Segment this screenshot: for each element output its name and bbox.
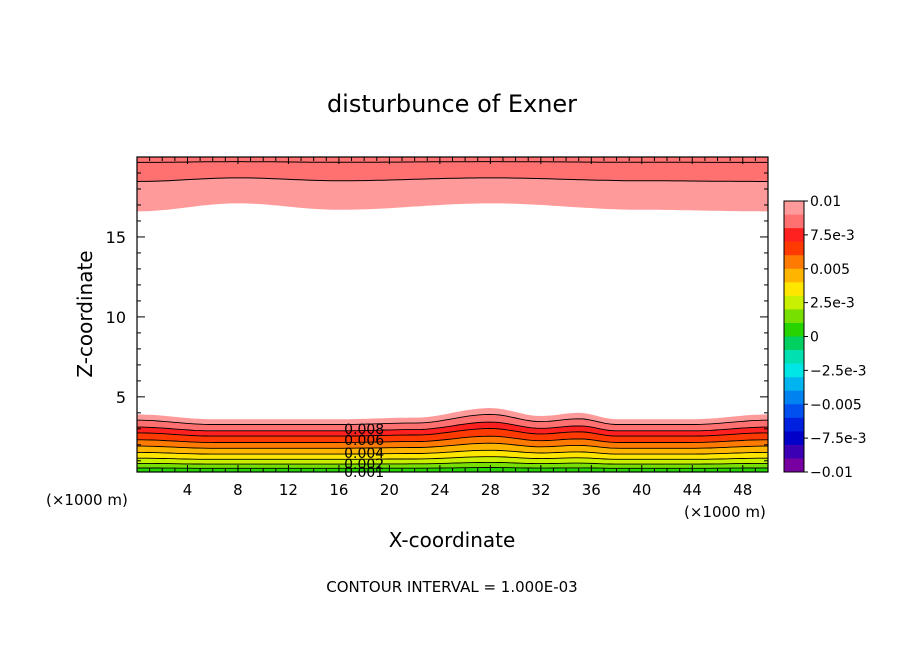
- colorbar-band: [784, 417, 804, 432]
- x-tick-label: 32: [531, 481, 550, 499]
- contour-band: [137, 436, 768, 449]
- contour-band: [137, 456, 768, 465]
- contour-band: [137, 422, 768, 437]
- contour-band: [137, 443, 768, 455]
- footer-contour-interval: CONTOUR INTERVAL = 1.000E-03: [326, 578, 577, 596]
- x-tick-label: 8: [233, 481, 243, 499]
- contour-line: [137, 421, 768, 432]
- colorbar-band: [784, 404, 804, 419]
- y-tick-label: 5: [116, 388, 126, 407]
- contour-line: [137, 449, 768, 455]
- contour-label: 0.002: [344, 457, 384, 473]
- colorbar-band: [784, 268, 804, 283]
- x-tick-label: 48: [733, 481, 752, 499]
- colorbar-tick-label: −0.01: [810, 465, 853, 481]
- contour-line: [137, 461, 768, 465]
- contour-line: [137, 456, 768, 460]
- contour-label: 0.008: [344, 422, 384, 438]
- colorbar-tick-label: 7.5e-3: [810, 228, 855, 244]
- colorbar-band: [784, 444, 804, 459]
- colorbar-band: [784, 363, 804, 378]
- colorbar-band: [784, 309, 804, 324]
- colorbar-band: [784, 255, 804, 270]
- x-tick-label: 12: [279, 481, 298, 499]
- y-tick-label: 10: [106, 308, 126, 327]
- colorbar-tick-label: −7.5e-3: [810, 431, 867, 447]
- x-tick-label: 36: [582, 481, 601, 499]
- colorbar-band: [784, 336, 804, 351]
- contour-label: 0.001: [344, 465, 384, 481]
- colorbar: 0.01 7.5e-3 0.005 2.5e-3 0 −2.5e-3 −0.005 −7.5e…: [783, 194, 867, 481]
- colorbar-tick-label: 2.5e-3: [810, 296, 855, 312]
- contour-band: [137, 157, 768, 182]
- x-tick-label: 28: [481, 481, 500, 499]
- colorbar-band: [784, 390, 804, 405]
- contour-label: 0.006: [344, 433, 384, 449]
- colorbar-band: [784, 201, 804, 215]
- plot-fill-layer: [137, 157, 768, 472]
- contour-band: [137, 177, 768, 212]
- contour-label: 0.004: [344, 446, 384, 462]
- x-tick-label: 16: [329, 481, 348, 499]
- contour-line: [137, 161, 768, 163]
- contour-band: [137, 408, 768, 425]
- colorbar-band: [784, 377, 804, 391]
- colorbar-band: [784, 350, 804, 364]
- chart-title: disturbunce of Exner: [327, 90, 577, 118]
- contour-band: [137, 414, 768, 431]
- colorbar-band: [784, 295, 804, 310]
- colorbar-band: [784, 228, 804, 242]
- y-axis-label: Z-coordinate: [73, 250, 97, 377]
- x-tick-label: 44: [683, 481, 702, 499]
- x-axis: 4 8 12 16 20 24 28 32 36 40 44 48: [149, 157, 756, 499]
- colorbar-band: [784, 214, 804, 229]
- contour-lines-layer: [136, 161, 768, 469]
- colorbar-band: [784, 282, 804, 297]
- y-axis: 5 10 15: [106, 172, 768, 462]
- colorbar-band: [784, 322, 804, 337]
- x-unit-label-left: (×1000 m): [46, 491, 128, 509]
- x-axis-label: X-coordinate: [389, 528, 516, 552]
- x-tick-label: 24: [430, 481, 449, 499]
- contour-line: [137, 435, 768, 443]
- contour-line: [137, 467, 768, 469]
- x-tick-label: 40: [632, 481, 651, 499]
- contour-band: [137, 462, 768, 469]
- x-tick-label: 20: [380, 481, 399, 499]
- colorbar-tick-label: 0.005: [810, 262, 850, 278]
- contour-band: [137, 428, 768, 443]
- contour-band: [137, 450, 768, 460]
- contour-line: [136, 177, 768, 182]
- contour-line: [137, 428, 768, 437]
- colorbar-tick-label: −0.005: [810, 397, 862, 413]
- contour-line: [137, 413, 768, 425]
- contour-line: [137, 442, 768, 449]
- colorbar-tick-label: 0: [810, 330, 819, 346]
- x-tick-label: 4: [183, 481, 193, 499]
- colorbar-band: [784, 241, 804, 256]
- x-unit-label-right: (×1000 m): [684, 503, 766, 521]
- y-tick-label: 15: [106, 228, 126, 247]
- colorbar-tick-label: 0.01: [810, 194, 841, 210]
- colorbar-band: [784, 458, 804, 473]
- colorbar-tick-label: −2.5e-3: [810, 363, 867, 379]
- colorbar-band: [784, 431, 804, 446]
